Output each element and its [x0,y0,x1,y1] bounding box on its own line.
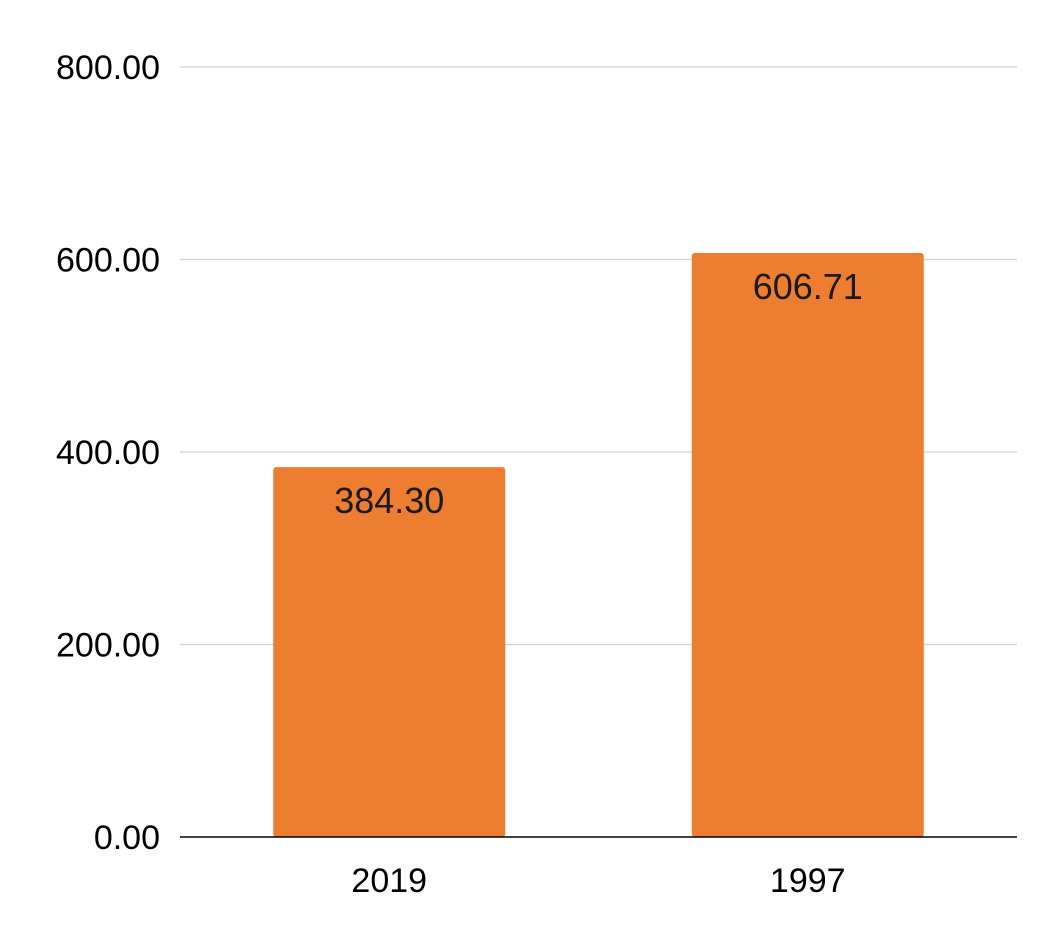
y-tick-label: 800.00 [56,49,160,87]
x-tick-label: 1997 [770,862,846,900]
bar [273,467,506,837]
labels: 0.00 200.00 400.00 600.00 800.00 384.30 2019 60… [56,49,863,900]
data-label: 606.71 [753,266,863,307]
bars [273,253,924,837]
x-tick-label: 2019 [351,862,427,900]
data-label: 384.30 [334,480,444,521]
bar [691,253,924,837]
y-tick-label: 600.00 [56,242,160,280]
y-tick-label: 400.00 [56,434,160,472]
y-tick-label: 200.00 [56,627,160,665]
y-tick-label: 0.00 [94,819,160,857]
